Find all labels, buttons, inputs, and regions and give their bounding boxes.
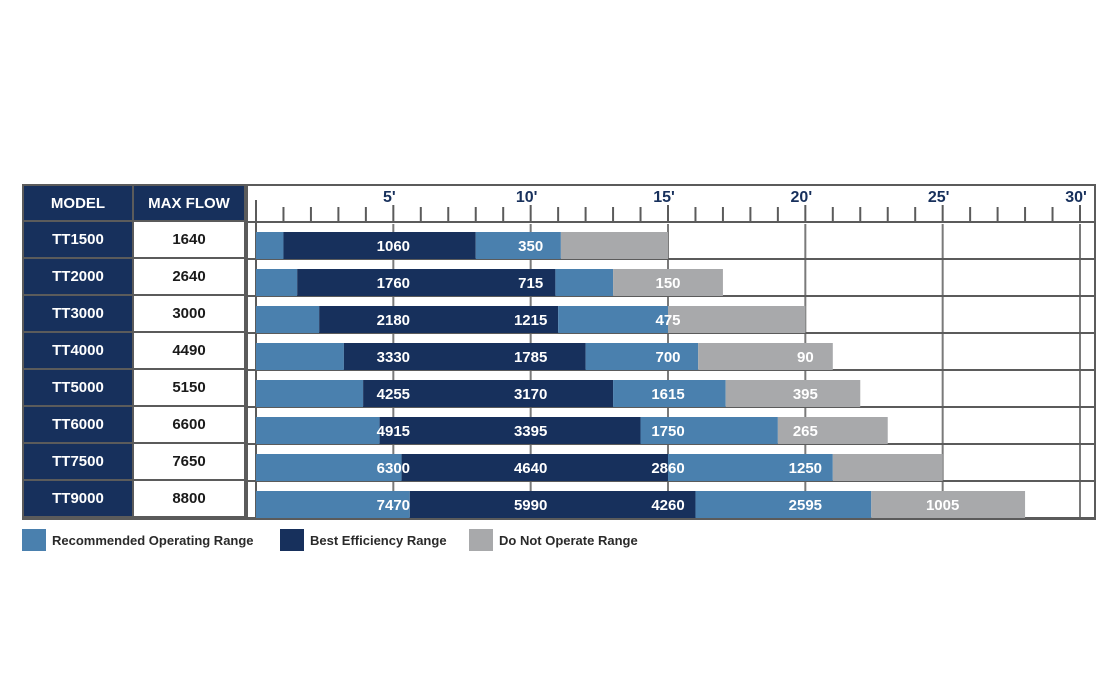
bar-segment-do-not [777, 417, 888, 444]
data-label: 4260 [651, 497, 684, 514]
bar-segment-best [343, 343, 586, 370]
bar-segment-do-not [832, 454, 943, 481]
bar-segment-recommended [640, 417, 778, 444]
bar-segment-recommended [256, 269, 298, 296]
max-flow-cell: 7650 [134, 444, 246, 481]
bar-segment-recommended [475, 232, 561, 259]
bar-segment-do-not [668, 306, 806, 333]
model-cell: TT1500 [22, 222, 134, 259]
model-cell: TT3000 [22, 296, 134, 333]
data-label: 700 [655, 349, 680, 366]
data-label: 395 [793, 386, 818, 403]
data-label: 2595 [789, 497, 822, 514]
legend-best: Best Efficiency Range [280, 529, 447, 551]
max-flow-cell: 4490 [134, 333, 246, 370]
data-label: 1005 [926, 497, 959, 514]
model-cell: TT5000 [22, 370, 134, 407]
bar-segment-recommended [695, 491, 872, 518]
bar-segment-best [379, 417, 641, 444]
x-tick-label: 25' [928, 189, 950, 206]
model-header: MODEL [22, 184, 134, 222]
data-label: 715 [518, 275, 543, 292]
model-table: MODEL MAX FLOW TT1500 1640 TT2000 2640 TT300… [22, 184, 246, 520]
x-tick-label: 15' [653, 189, 675, 206]
data-label: 2180 [377, 312, 410, 329]
bar-segment-do-not [698, 343, 833, 370]
data-label: 90 [797, 349, 814, 366]
data-label: 4915 [377, 423, 410, 440]
bar-segment-recommended [558, 306, 668, 333]
bar-segment-do-not [871, 491, 1026, 518]
data-label: 1215 [514, 312, 547, 329]
data-label: 350 [518, 238, 543, 255]
max-flow-cell: 1640 [134, 222, 246, 259]
bar-segment-best [363, 380, 614, 407]
bar-segment-recommended [668, 454, 833, 481]
bar-segment-recommended [256, 343, 344, 370]
data-label: 5990 [514, 497, 547, 514]
data-label: 7470 [377, 497, 410, 514]
bar-segment-best [283, 232, 476, 259]
bar-segment-recommended [555, 269, 614, 296]
max-flow-cell: 5150 [134, 370, 246, 407]
legend-recommended-label: Recommended Operating Range [52, 532, 254, 548]
data-label: 475 [655, 312, 680, 329]
model-cell: TT9000 [22, 481, 134, 518]
bar-segment-recommended [256, 417, 380, 444]
model-cell: TT6000 [22, 407, 134, 444]
legend-recommended-swatch [22, 529, 46, 551]
bar-segment-recommended [256, 232, 284, 259]
legend-do-not-swatch [469, 529, 493, 551]
data-label: 265 [793, 423, 818, 440]
legend-recommended: Recommended Operating Range [22, 529, 254, 551]
bar-segment-recommended [256, 491, 410, 518]
data-label: 2860 [651, 460, 684, 477]
bar-segment-do-not [725, 380, 861, 407]
bar-segment-do-not [560, 232, 668, 259]
bar-segment-best [297, 269, 556, 296]
data-label: 6300 [377, 460, 410, 477]
bar-segment-best [401, 454, 668, 481]
data-label: 3330 [377, 349, 410, 366]
legend-do-not: Do Not Operate Range [469, 529, 638, 551]
legend-best-swatch [280, 529, 304, 551]
legend-do-not-label: Do Not Operate Range [499, 532, 638, 548]
x-tick-label: 20' [791, 189, 813, 206]
max-flow-cell: 8800 [134, 481, 246, 518]
data-label: 1060 [377, 238, 410, 255]
x-tick-label: 5' [383, 189, 396, 206]
bar-segment-recommended [256, 306, 320, 333]
x-tick-label: 30' [1065, 189, 1087, 206]
data-label: 1250 [789, 460, 822, 477]
x-tick-label: 10' [516, 189, 538, 206]
bar-segment-do-not [613, 269, 723, 296]
model-cell: TT2000 [22, 259, 134, 296]
bar-segment-recommended [613, 380, 726, 407]
max-flow-cell: 2640 [134, 259, 246, 296]
bar-segment-recommended [256, 454, 402, 481]
model-cell: TT4000 [22, 333, 134, 370]
data-label: 4255 [377, 386, 410, 403]
data-label: 150 [655, 275, 680, 292]
bar-segment-recommended [256, 380, 364, 407]
model-cell: TT7500 [22, 444, 134, 481]
data-label: 1615 [651, 386, 684, 403]
data-label: 4640 [514, 460, 547, 477]
max-flow-header: MAX FLOW [132, 184, 246, 222]
data-label: 3395 [514, 423, 547, 440]
bar-segment-best [319, 306, 559, 333]
max-flow-cell: 6600 [134, 407, 246, 444]
max-flow-cell: 3000 [134, 296, 246, 333]
legend-best-label: Best Efficiency Range [310, 532, 447, 548]
data-label: 1785 [514, 349, 547, 366]
bar-segment-recommended [585, 343, 699, 370]
data-label: 1760 [377, 275, 410, 292]
data-label: 1750 [651, 423, 684, 440]
data-label: 3170 [514, 386, 547, 403]
bar-segment-best [409, 491, 696, 518]
